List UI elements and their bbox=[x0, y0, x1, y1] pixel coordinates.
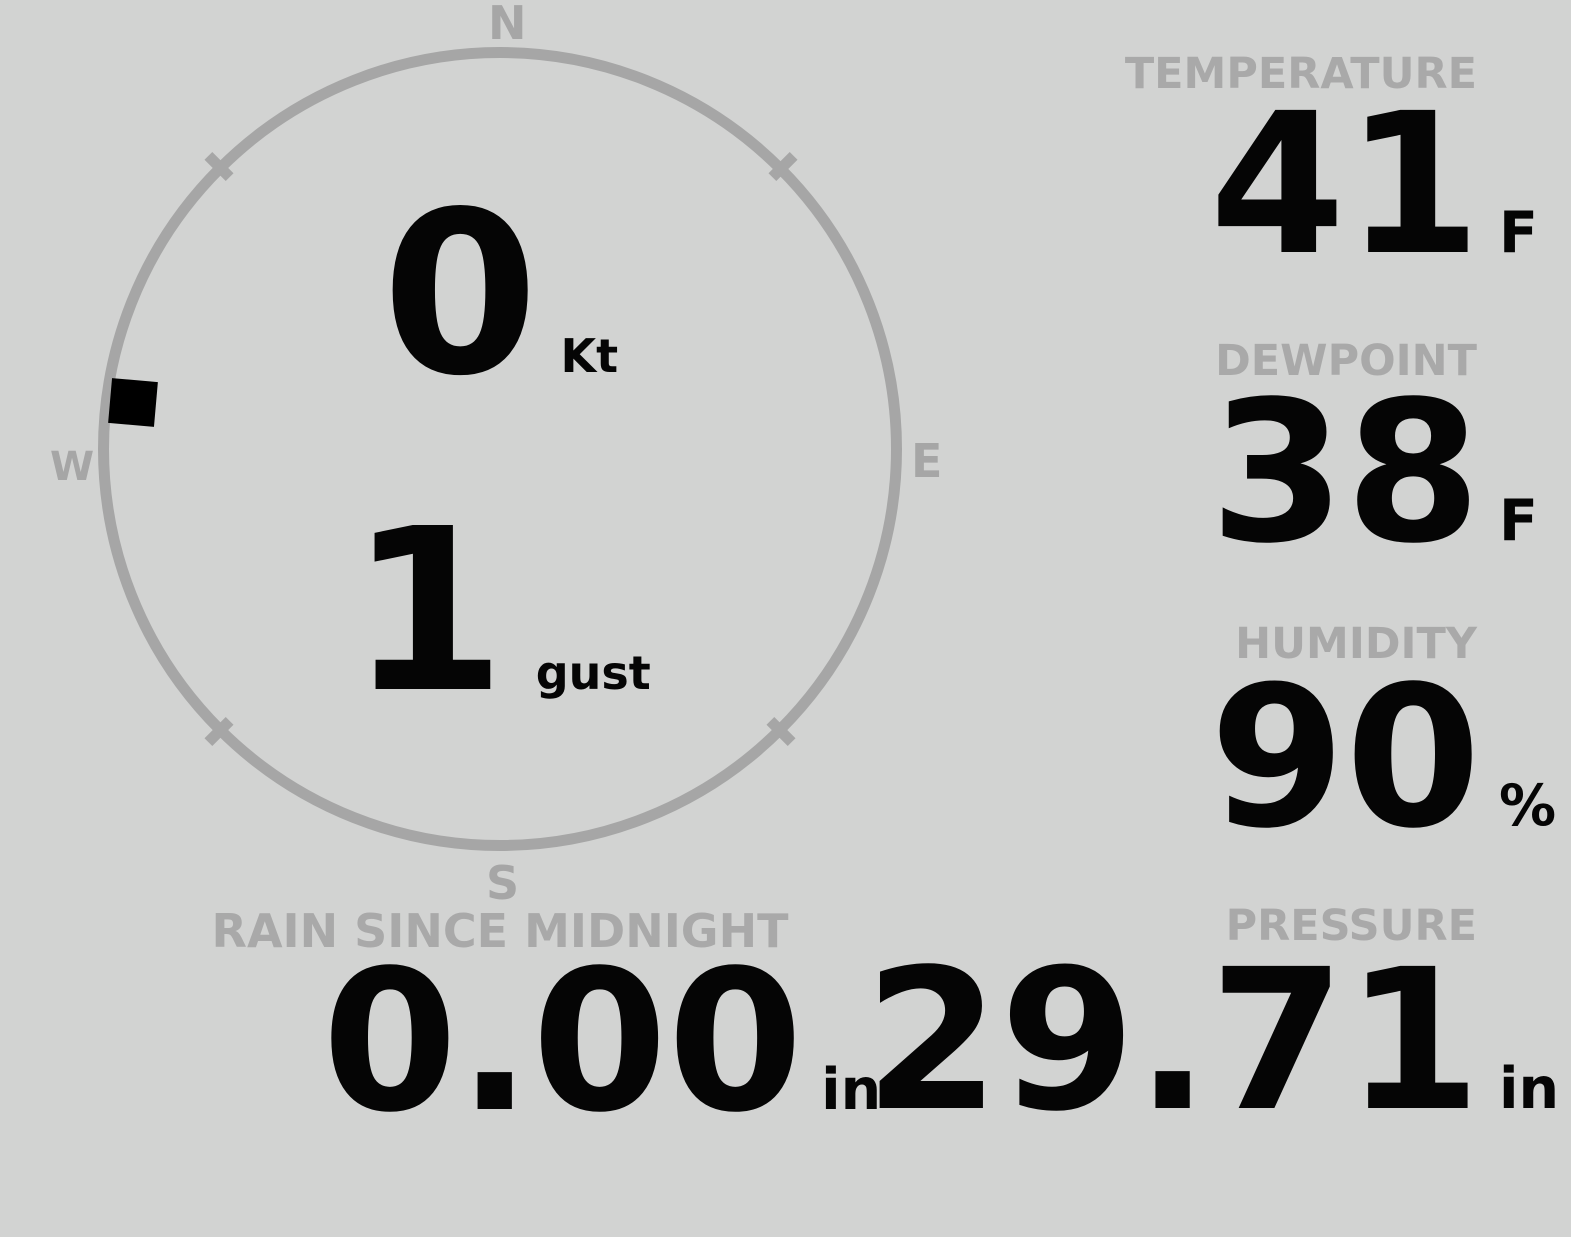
humidity-reading: 90 % bbox=[1210, 660, 1561, 855]
humidity-unit: % bbox=[1499, 773, 1557, 839]
wind-speed-value: 0 bbox=[381, 164, 539, 426]
wind-gauge: N E S W 0 Kt 1 gust bbox=[0, 0, 1000, 910]
humidity-value: 90 bbox=[1209, 644, 1481, 871]
pressure-reading: 29.71 in bbox=[864, 943, 1561, 1138]
wind-speed-unit: Kt bbox=[560, 329, 619, 383]
compass-north-label: N bbox=[488, 0, 527, 50]
wind-speed: 0 Kt bbox=[0, 183, 1000, 408]
humidity-label: HUMIDITY bbox=[1235, 619, 1477, 669]
dewpoint-reading: 38 F bbox=[1210, 375, 1561, 570]
rain-value: 0.00 bbox=[322, 928, 804, 1155]
rain-reading: 0.00 in bbox=[322, 944, 881, 1139]
dewpoint-label: DEWPOINT bbox=[1215, 336, 1477, 386]
temperature-reading: 41 F bbox=[1210, 87, 1561, 282]
compass-east-label: E bbox=[911, 434, 943, 488]
temperature-value: 41 bbox=[1209, 71, 1481, 298]
wind-gust-value: 1 bbox=[349, 481, 506, 743]
pressure-value: 29.71 bbox=[864, 927, 1481, 1154]
pressure-label: PRESSURE bbox=[1225, 901, 1477, 951]
rain-label: RAIN SINCE MIDNIGHT bbox=[211, 904, 789, 958]
dewpoint-unit: F bbox=[1499, 488, 1538, 554]
wind-gust: 1 gust bbox=[0, 500, 1000, 725]
compass-west-label: W bbox=[50, 444, 95, 490]
temperature-label: TEMPERATURE bbox=[1124, 49, 1477, 99]
compass-south-label: S bbox=[486, 856, 520, 910]
rain-unit: in bbox=[821, 1057, 882, 1123]
dewpoint-value: 38 bbox=[1209, 359, 1481, 586]
compass-ring bbox=[98, 47, 902, 851]
pressure-unit: in bbox=[1499, 1056, 1560, 1122]
temperature-unit: F bbox=[1499, 200, 1538, 266]
wind-gust-unit: gust bbox=[535, 646, 651, 700]
